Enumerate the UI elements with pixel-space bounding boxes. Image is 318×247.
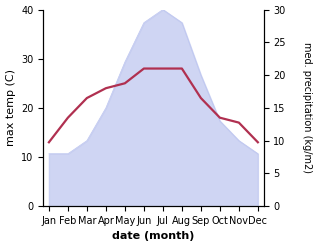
Y-axis label: med. precipitation (kg/m2): med. precipitation (kg/m2) (302, 42, 313, 173)
X-axis label: date (month): date (month) (112, 231, 195, 242)
Y-axis label: max temp (C): max temp (C) (5, 69, 16, 146)
